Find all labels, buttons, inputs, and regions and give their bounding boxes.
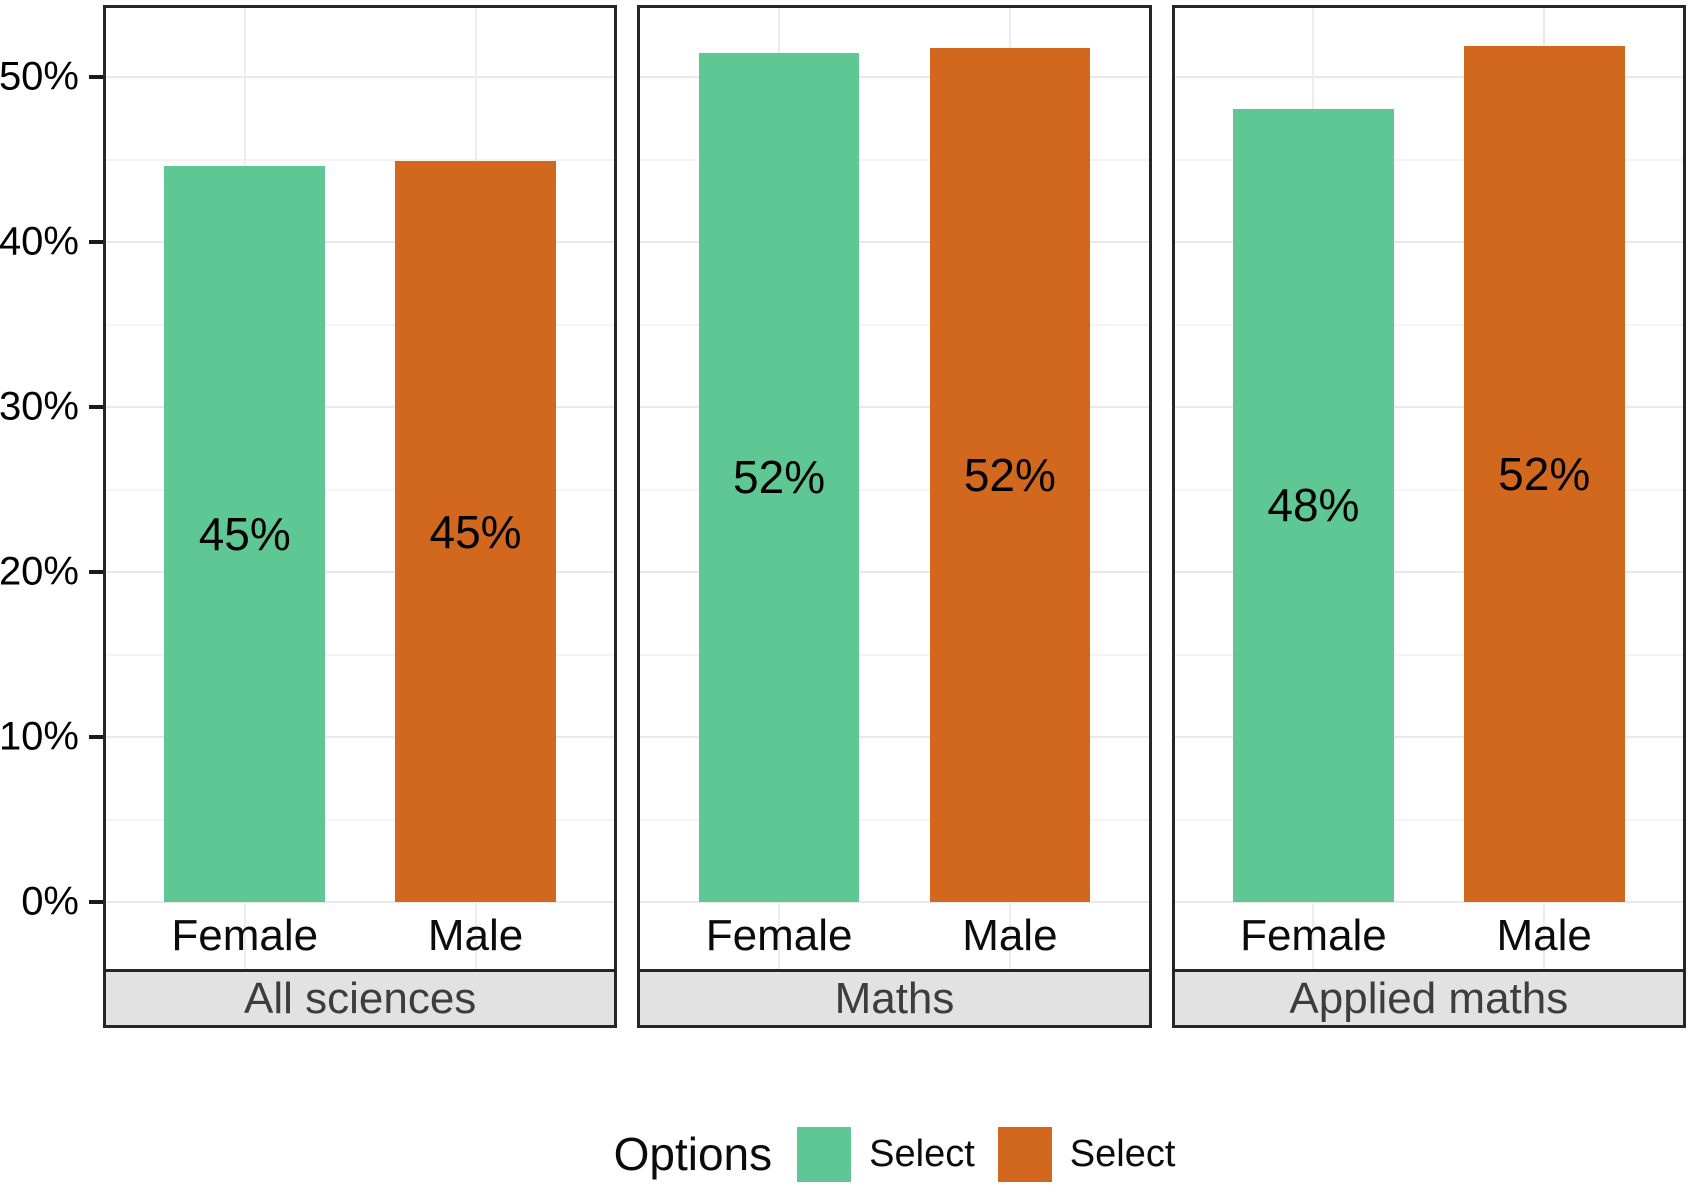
facet-strip-label: Maths [834,973,955,1023]
x-category-label: Female [171,911,319,960]
gridline-horizontal-minor [640,653,1149,656]
bar-male: 52% [929,47,1091,902]
gridline-horizontal-major [1174,406,1683,409]
gridline-horizontal-minor [106,818,615,821]
gridline-horizontal-minor [640,488,1149,491]
legend: Options Select Select [103,1118,1686,1190]
gridline-horizontal-major [106,241,615,244]
gridline-horizontal-minor [1174,158,1683,161]
bar-value-label: 48% [1267,479,1360,532]
plot-area: 48% Female 52% Male [1174,8,1683,969]
x-category-label: Male [427,911,524,960]
y-tick-label: 40% [0,219,79,264]
bar-female: 45% [164,166,326,902]
gridline-horizontal-minor [106,158,615,161]
bar-male: 45% [395,161,556,902]
facet-panel: 52% Female 52% Male Maths [637,5,1152,1028]
legend-title: Options [613,1128,773,1180]
facet-panel: 45% Female 45% Male All sciences [103,5,618,1028]
gridline-horizontal-major [640,736,1149,739]
x-category-label: Male [1496,911,1592,960]
bar-value-label: 45% [198,508,291,561]
legend-swatch-orange [997,1126,1052,1182]
facet-panels: 45% Female 45% Male All sciences 52% Female 5… [103,5,1686,1028]
legend-item: Select [797,1126,975,1182]
x-category-label: Male [962,911,1058,960]
y-tick-mark [89,900,103,904]
y-tick-mark [89,735,103,740]
y-tick-mark [89,75,103,80]
bar-female: 48% [1233,108,1394,902]
y-tick-mark [89,405,103,410]
bar-value-label: 52% [963,448,1056,501]
gridline-horizontal-major [106,571,615,574]
gridline-horizontal-major [1174,901,1683,903]
gridline-horizontal-major [1174,241,1683,244]
facet-strip-label: Applied maths [1289,973,1569,1023]
plot-area: 45% Female 45% Male [106,8,615,969]
gridline-horizontal-minor [106,488,615,491]
gridline-horizontal-major [106,901,615,903]
y-tick-mark [89,570,103,575]
legend-label: Select [869,1132,975,1175]
y-tick-label: 50% [0,54,79,99]
gridline-horizontal-major [1174,76,1683,79]
gridline-horizontal-minor [640,323,1149,326]
gridline-horizontal-minor [640,818,1149,821]
bar-value-label: 52% [1498,447,1591,500]
bar-female: 52% [698,52,860,902]
gridline-horizontal-minor [1174,653,1683,656]
gridline-horizontal-major [106,76,615,79]
gridline-horizontal-minor [1174,323,1683,326]
gridline-horizontal-major [1174,571,1683,574]
gridline-horizontal-minor [106,653,615,656]
gridline-horizontal-major [640,76,1149,79]
gridline-horizontal-major [640,406,1149,409]
gridline-horizontal-major [106,736,615,739]
facet-strip-label: All sciences [244,973,477,1023]
gridline-horizontal-minor [640,158,1149,161]
gridline-horizontal-major [106,406,615,409]
y-tick-label: 0% [21,879,79,924]
facet-strip: All sciences [106,969,615,1025]
legend-label: Select [1069,1132,1176,1175]
chart-row: 0% 10% 20% 30% 40% 50% 45% Female 45% Male All s… [0,5,1691,1028]
facet-panel: 48% Female 52% Male Applied maths [1171,5,1686,1028]
bar-male: 52% [1463,45,1625,902]
bar-value-label: 52% [733,451,826,504]
gridline-horizontal-minor [1174,818,1683,821]
gridline-horizontal-major [640,901,1149,903]
plot-area: 52% Female 52% Male [640,8,1149,969]
x-category-label: Female [1240,911,1387,960]
y-axis: 0% 10% 20% 30% 40% 50% [0,5,103,1028]
facet-strip: Maths [640,969,1149,1025]
x-category-label: Female [705,911,853,960]
y-tick-label: 10% [0,714,79,759]
gridline-horizontal-major [640,571,1149,574]
y-tick-label: 30% [0,384,79,429]
legend-swatch-green [797,1126,852,1182]
y-tick-label: 20% [0,549,79,594]
legend-item: Select [997,1126,1176,1182]
gridline-horizontal-major [1174,736,1683,739]
gridline-horizontal-major [640,241,1149,244]
facet-strip: Applied maths [1174,969,1683,1025]
bar-value-label: 45% [429,505,522,558]
y-tick-mark [89,240,103,245]
gridline-horizontal-minor [106,323,615,326]
gridline-horizontal-minor [1174,488,1683,491]
